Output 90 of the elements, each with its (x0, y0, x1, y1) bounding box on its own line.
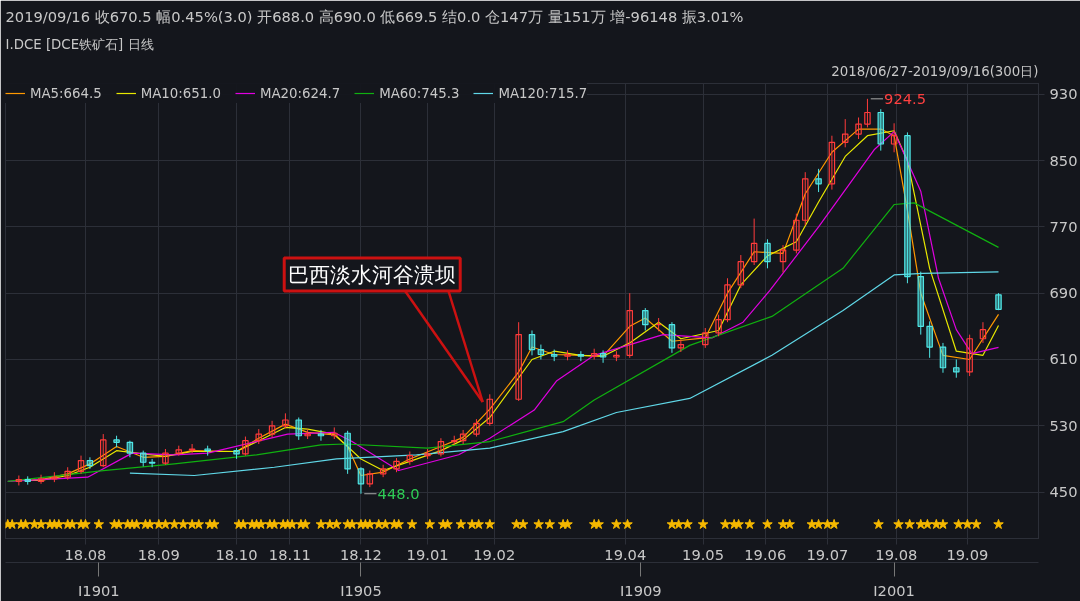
chart-subtitle: I.DCE [DCE铁矿石] 日线 (5, 36, 154, 52)
candlestick (599, 349, 607, 364)
candlestick (953, 358, 960, 379)
annotation: 448.0 (377, 484, 420, 502)
candlestick (242, 436, 249, 457)
x-tick-label: 18.08 (64, 545, 107, 563)
candlestick (344, 430, 351, 475)
candlestick (86, 456, 94, 470)
candlestick (815, 168, 822, 193)
x-tick-label: 19.07 (806, 545, 849, 563)
annotation: 924.5 (884, 89, 927, 107)
candlestick (24, 475, 31, 486)
candlestick (317, 429, 325, 442)
candlestick (904, 131, 911, 284)
ref-line-label: I1905 (340, 581, 382, 599)
legend-label: MA120:715.7 (498, 85, 588, 101)
candlestick (577, 350, 585, 362)
x-tick-label: 19.08 (875, 545, 918, 563)
x-tick-label: 19.06 (744, 545, 787, 563)
ref-line-label: I1901 (77, 581, 120, 599)
y-tick-label: 770 (1049, 217, 1078, 235)
candlestick (864, 98, 871, 128)
ref-line-label: I2001 (873, 581, 915, 599)
candlestick (737, 254, 745, 289)
candlestick (779, 244, 787, 273)
x-tick-label: 18.12 (339, 545, 382, 563)
y-tick-label: 850 (1049, 151, 1078, 169)
x-tick-label: 19.01 (406, 545, 449, 563)
candlestick (515, 321, 522, 402)
candlestick (626, 292, 634, 359)
legend-label: MA5:664.5 (30, 85, 102, 101)
y-tick-label: 610 (1049, 350, 1078, 368)
candlestick (642, 307, 649, 331)
legend-label: MA60:745.3 (379, 85, 460, 101)
candlestick (204, 445, 211, 457)
chart-title: 2019/09/16 收670.5 幅0.45%(3.0) 开688.0 高690.0 低669.5 结0.0 仓147万 量151万 增-96148 振3.01% (5, 7, 744, 25)
candlestick (437, 437, 445, 457)
text: 2018/06/27-2019/09/16(300日) (831, 63, 1039, 79)
candlestick (966, 334, 973, 377)
candlestick (877, 108, 885, 152)
candlestick (724, 277, 731, 323)
candlestick (550, 349, 558, 362)
candlestick (841, 118, 849, 148)
candlestick (702, 327, 709, 349)
candlestick (233, 447, 240, 460)
candlestick (793, 213, 800, 254)
y-tick-label: 930 (1049, 85, 1078, 103)
annotation: 巴西淡水河谷溃坝 (288, 262, 457, 288)
legend-label: MA10:651.0 (140, 85, 221, 101)
x-tick-label: 19.04 (604, 545, 647, 563)
candlestick (113, 435, 120, 448)
line-series (7, 202, 1000, 482)
candlestick (926, 320, 933, 359)
y-tick-label: 530 (1049, 416, 1078, 434)
candlestick (486, 393, 494, 427)
x-tick-label: 18.11 (268, 545, 311, 563)
candlestick (764, 238, 771, 269)
x-tick-label: 19.09 (946, 545, 989, 563)
candlestick (715, 314, 722, 337)
candlestick (357, 466, 365, 495)
candlestick (917, 271, 925, 336)
candlestick (528, 329, 536, 356)
y-tick-label: 450 (1049, 483, 1078, 501)
candlestick (406, 450, 414, 466)
candlestick (139, 450, 147, 467)
candlestick (668, 321, 676, 354)
candlestick (459, 429, 467, 445)
x-tick-label: 18.10 (215, 545, 258, 563)
candlestick (855, 116, 862, 140)
candlestick (890, 122, 898, 153)
x-tick-label: 18.09 (137, 545, 180, 563)
candlestick (268, 420, 276, 438)
candlestick (801, 171, 809, 226)
candlestick (64, 466, 71, 481)
ref-line-label: I1909 (620, 581, 662, 599)
candlestick (537, 344, 545, 360)
candlestick (99, 433, 107, 468)
candlestick (750, 218, 758, 266)
candlestick (995, 292, 1002, 311)
legend-label: MA20:624.7 (259, 85, 341, 101)
y-tick-label: 690 (1049, 284, 1078, 302)
candlestick (828, 135, 836, 191)
candlestick (295, 417, 302, 441)
x-tick-label: 19.02 (473, 545, 516, 563)
candlestick (979, 321, 987, 344)
candlestick (77, 455, 85, 475)
candlestick (939, 342, 947, 374)
candlestick (148, 458, 156, 468)
x-tick-label: 19.05 (682, 545, 725, 563)
candlestick (126, 440, 134, 458)
